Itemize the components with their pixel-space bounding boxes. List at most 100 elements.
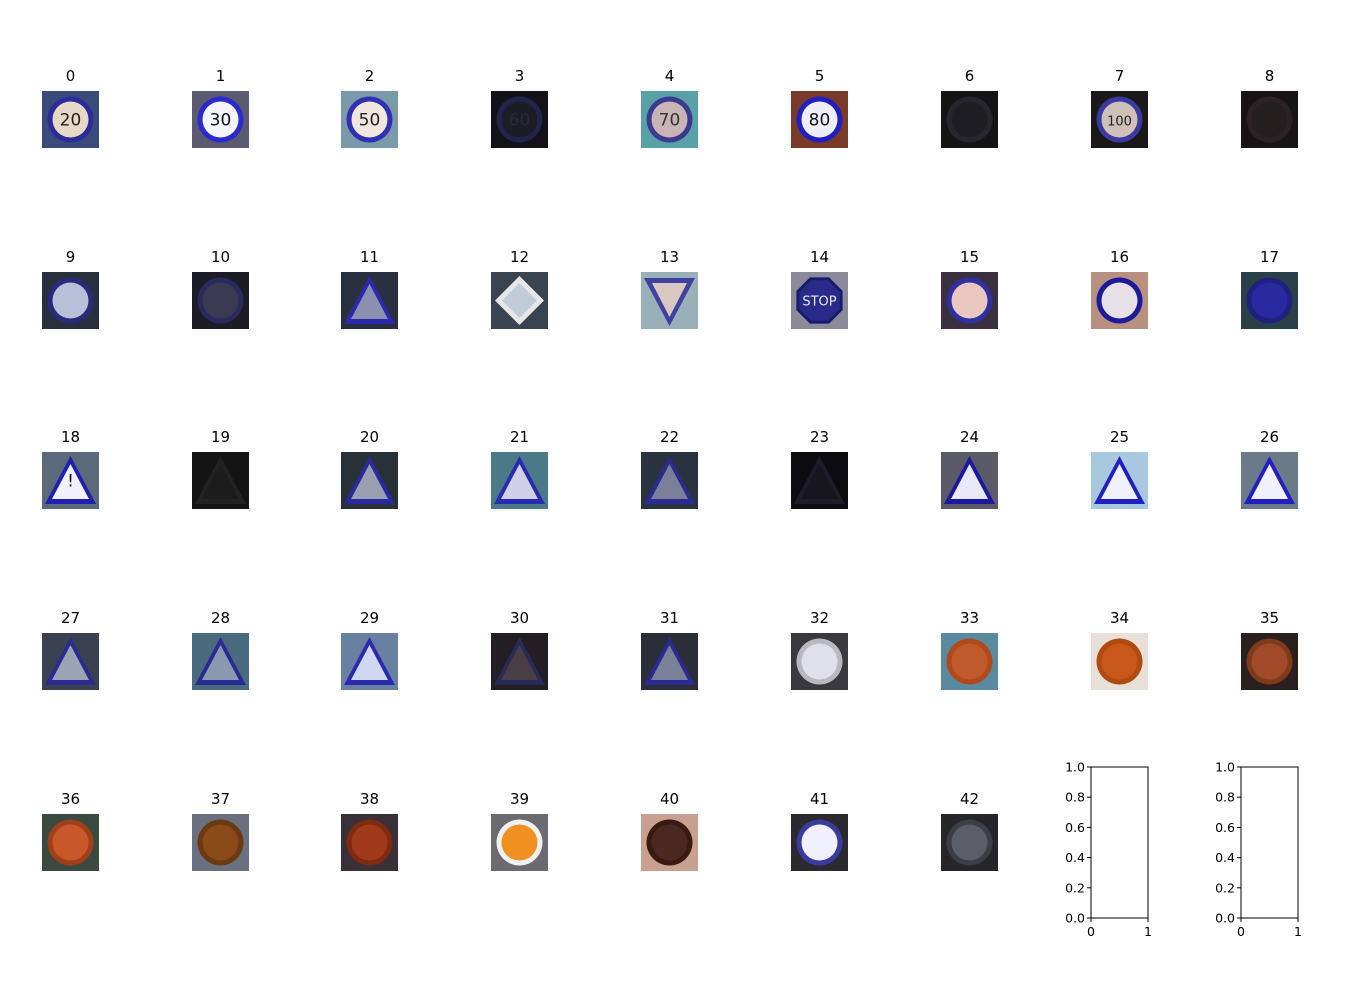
panel-title: 4 (664, 67, 675, 85)
panel-title: 2 (364, 67, 375, 85)
empty-axes-panel: 0.0 0.2 0.4 0.6 0.8 1.0 0 1 (1051, 759, 1161, 949)
panel-title: 24 (959, 428, 980, 446)
panel-title: 5 (814, 67, 825, 85)
sign-thumbnail (491, 633, 548, 690)
svg-text:!: ! (67, 472, 74, 492)
panel-title: 20 (359, 428, 380, 446)
panel-title: 38 (359, 790, 380, 808)
svg-text:STOP: STOP (802, 295, 836, 310)
svg-text:60: 60 (509, 111, 531, 131)
panel-title: 30 (509, 609, 530, 627)
sign-thumbnail (1091, 633, 1148, 690)
sign-thumbnail (192, 272, 249, 329)
panel-title: 8 (1264, 67, 1275, 85)
y-tick-label: 1.0 (1065, 760, 1085, 775)
panel-title: 26 (1259, 428, 1280, 446)
y-tick-label: 0.4 (1065, 850, 1085, 865)
sign-thumbnail (1241, 633, 1298, 690)
sign-thumbnail (341, 452, 398, 509)
panel-title: 34 (1109, 609, 1130, 627)
sign-thumbnail (42, 633, 99, 690)
empty-axes-svg: 0.0 0.2 0.4 0.6 0.8 1.0 0 1 (1215, 760, 1302, 940)
x-tick-label: 0 (1087, 924, 1095, 939)
panel-title: 13 (659, 248, 680, 266)
panel-title: 16 (1109, 248, 1130, 266)
panel-title: 1 (215, 67, 226, 85)
panel-title: 19 (210, 428, 231, 446)
panel-title: 40 (659, 790, 680, 808)
sign-thumbnail (1241, 91, 1298, 148)
svg-text:100: 100 (1107, 115, 1132, 130)
panel-title: 10 (210, 248, 231, 266)
sign-thumbnail (341, 272, 398, 329)
sign-thumbnail (491, 272, 548, 329)
empty-axes-panel: 0.0 0.2 0.4 0.6 0.8 1.0 0 1 (1201, 759, 1311, 949)
sign-thumbnail: 80 (791, 91, 848, 148)
sign-thumbnail (491, 452, 548, 509)
panel-title: 36 (60, 790, 81, 808)
panel-title: 17 (1259, 248, 1280, 266)
panel-title: 15 (959, 248, 980, 266)
sign-thumbnail (192, 633, 249, 690)
sign-thumbnail (192, 814, 249, 871)
panel-title: 3 (514, 67, 525, 85)
svg-text:20: 20 (60, 111, 82, 131)
panel-title: 12 (509, 248, 530, 266)
panel-title: 11 (359, 248, 380, 266)
y-tick-label: 0.2 (1215, 880, 1235, 895)
sign-thumbnail (491, 814, 548, 871)
sign-thumbnail (641, 814, 698, 871)
sign-thumbnail: 30 (192, 91, 249, 148)
sign-thumbnail (941, 272, 998, 329)
panel-title: 14 (809, 248, 830, 266)
y-tick-label: 0.8 (1065, 790, 1085, 805)
panel-title: 35 (1259, 609, 1280, 627)
panel-title: 33 (959, 609, 980, 627)
sign-thumbnail: 60 (491, 91, 548, 148)
panel-title: 41 (809, 790, 830, 808)
axes-frame (1240, 766, 1299, 919)
sign-thumbnail (941, 91, 998, 148)
y-tick-label: 0.6 (1215, 820, 1235, 835)
y-tick-label: 0.8 (1215, 790, 1235, 805)
x-tick-label: 1 (1294, 924, 1302, 939)
svg-text:50: 50 (359, 111, 381, 131)
panel-title: 39 (509, 790, 530, 808)
panel-title: 31 (659, 609, 680, 627)
y-tick-label: 0.6 (1065, 820, 1085, 835)
sign-thumbnail (641, 272, 698, 329)
panel-title: 21 (509, 428, 530, 446)
sign-thumbnail: 100 (1091, 91, 1148, 148)
svg-text:80: 80 (809, 111, 831, 131)
sign-thumbnail (641, 633, 698, 690)
sign-thumbnail (791, 452, 848, 509)
panel-title: 25 (1109, 428, 1130, 446)
panel-title: 42 (959, 790, 980, 808)
y-tick-label: 1.0 (1215, 760, 1235, 775)
y-tick-label: 0.0 (1065, 911, 1085, 926)
sign-thumbnail (42, 814, 99, 871)
sign-thumbnail (941, 452, 998, 509)
sign-thumbnail (1091, 452, 1148, 509)
sign-thumbnail: 20 (42, 91, 99, 148)
sign-thumbnail (1091, 272, 1148, 329)
sign-thumbnail (1241, 452, 1298, 509)
panel-title: 23 (809, 428, 830, 446)
y-tick-label: 0.4 (1215, 850, 1235, 865)
sign-thumbnail: 70 (641, 91, 698, 148)
panel-title: 0 (65, 67, 76, 85)
axes-frame (1090, 766, 1149, 919)
panel-title: 6 (964, 67, 975, 85)
sign-thumbnail (341, 633, 398, 690)
y-tick-label: 0.0 (1215, 911, 1235, 926)
sign-thumbnail (941, 814, 998, 871)
sign-thumbnail (1241, 272, 1298, 329)
sign-thumbnail (42, 272, 99, 329)
panel-title: 28 (210, 609, 231, 627)
sign-thumbnail (791, 633, 848, 690)
panel-title: 29 (359, 609, 380, 627)
panel-title: 18 (60, 428, 81, 446)
y-tick-label: 0.2 (1065, 880, 1085, 895)
panel-title: 22 (659, 428, 680, 446)
